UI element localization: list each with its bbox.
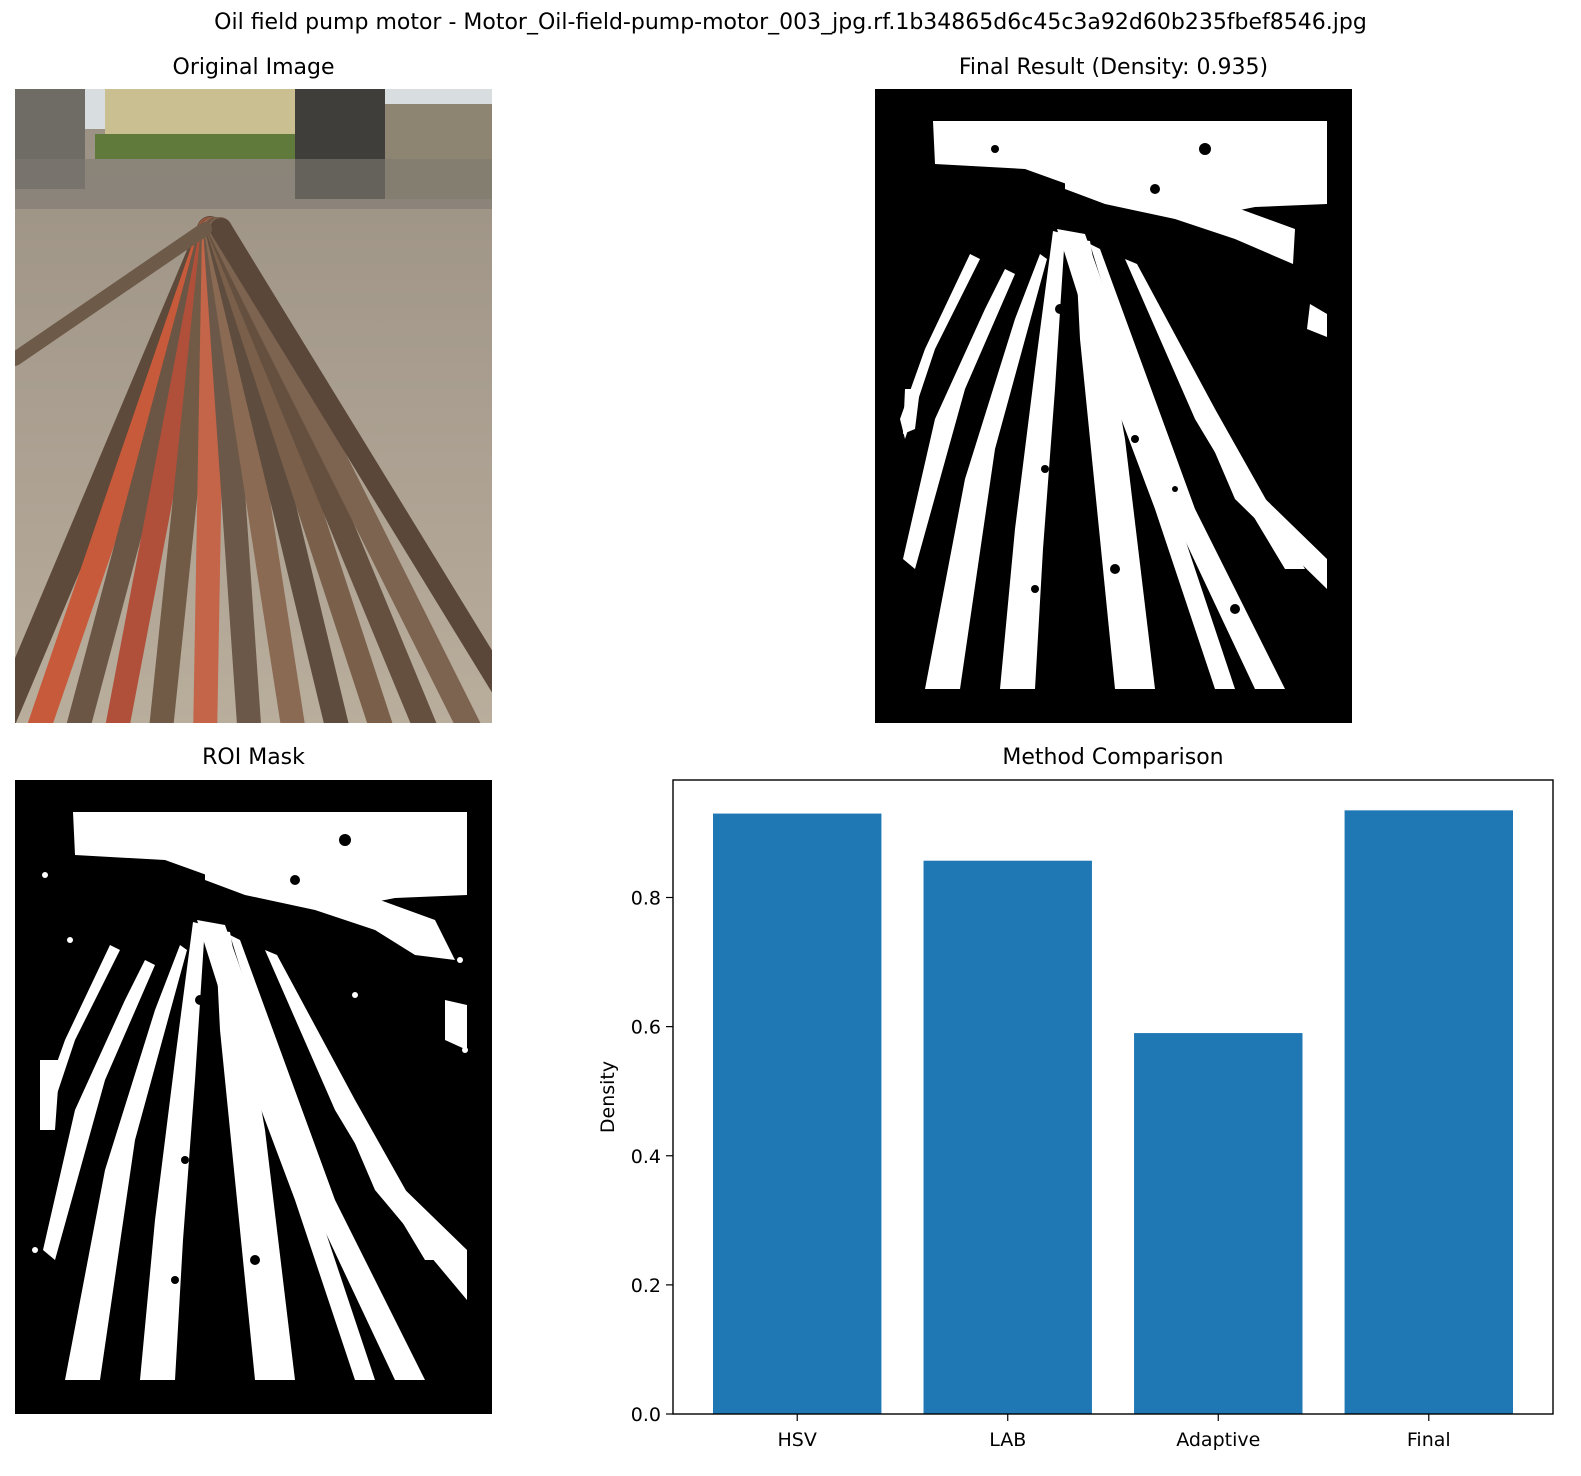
y-tick-label: 0.6 xyxy=(631,1017,661,1039)
x-tick-label: Adaptive xyxy=(1176,1429,1260,1451)
y-tick-label: 0.4 xyxy=(631,1146,661,1168)
roi-mask-title: ROI Mask xyxy=(202,745,305,770)
bar-lab xyxy=(923,860,1092,1414)
bar-hsv xyxy=(713,813,882,1414)
final-result-mask xyxy=(875,89,1352,723)
x-tick-label: LAB xyxy=(989,1429,1026,1451)
y-tick-label: 0.8 xyxy=(631,888,661,910)
y-axis-label: Density xyxy=(597,1061,619,1133)
y-tick-label: 0.0 xyxy=(631,1404,661,1426)
original-image xyxy=(15,89,492,723)
plot-frame xyxy=(672,779,1554,1415)
original-image-title: Original Image xyxy=(172,55,335,80)
y-tick-label: 0.2 xyxy=(631,1275,661,1297)
method-comparison-title: Method Comparison xyxy=(1002,745,1224,770)
x-tick-label: HSV xyxy=(778,1429,817,1451)
roi-mask xyxy=(15,780,492,1414)
bar-final xyxy=(1344,810,1513,1414)
bar-adaptive xyxy=(1134,1033,1303,1414)
x-tick-label: Final xyxy=(1407,1429,1451,1451)
figure-title: Oil field pump motor - Motor_Oil-field-p… xyxy=(214,10,1367,35)
final-result-title: Final Result (Density: 0.935) xyxy=(958,55,1269,80)
